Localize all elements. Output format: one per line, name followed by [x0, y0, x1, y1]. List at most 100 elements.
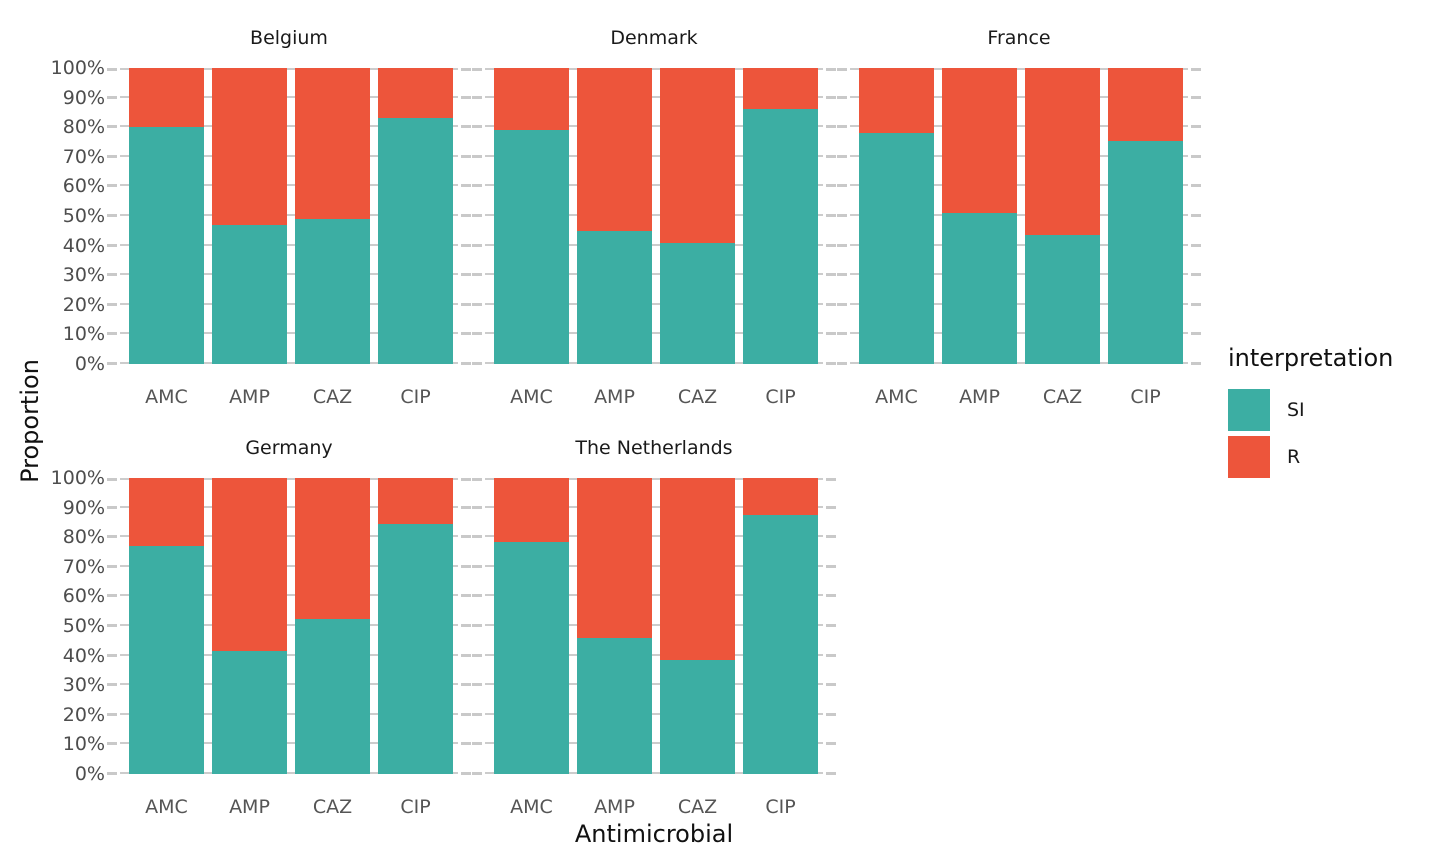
axis-tick-right	[826, 243, 836, 247]
bar-segment-si	[660, 660, 735, 774]
axis-tick-right	[826, 154, 836, 158]
bar-segment-si	[378, 523, 453, 774]
gridline-30pct	[120, 683, 458, 686]
bar-segment-si	[1025, 235, 1100, 364]
axis-tick-right	[461, 505, 471, 509]
axis-tick-left	[107, 302, 117, 306]
bar-segment-r	[378, 68, 453, 119]
facet-title-france: France	[987, 27, 1051, 49]
axis-tick-right	[461, 712, 471, 716]
axis-tick-left	[472, 125, 482, 129]
y-tick-label-90pct: 90%	[62, 496, 105, 519]
facet-title-the-netherlands: The Netherlands	[575, 437, 733, 459]
gridline-10pct	[120, 742, 458, 745]
legend-swatch-si-icon	[1228, 389, 1270, 431]
y-tick-label-40pct: 40%	[62, 644, 105, 667]
bar-segment-si	[577, 230, 652, 364]
bar-segment-r	[212, 68, 287, 225]
bar-segment-r	[494, 68, 569, 131]
gridline-30pct	[485, 683, 823, 686]
y-tick-label-30pct: 30%	[62, 264, 105, 287]
axis-tick-left	[107, 478, 117, 481]
bar-segment-r	[129, 68, 204, 128]
bar-segment-si	[942, 213, 1017, 364]
axis-tick-left	[837, 214, 847, 217]
axis-tick-left	[472, 653, 482, 657]
gridline-20pct	[120, 302, 458, 305]
y-tick-label-40pct: 40%	[62, 234, 105, 257]
bar-segment-si	[494, 541, 569, 774]
gridline-80pct	[485, 535, 823, 538]
axis-tick-left	[837, 302, 847, 306]
axis-tick-right	[826, 214, 836, 217]
gridline-90pct	[120, 95, 458, 98]
bar-denmark-cip	[743, 68, 818, 364]
legend-item-r: R	[1228, 436, 1393, 478]
x-tick-label-germany-amp: AMP	[229, 796, 270, 818]
bar-belgium-cip	[378, 68, 453, 364]
bar-segment-r	[1108, 68, 1183, 141]
bar-germany-amp	[212, 478, 287, 774]
gridline-50pct	[485, 214, 823, 216]
gridline-90pct	[120, 505, 458, 508]
gridline-20pct	[120, 712, 458, 715]
gridline-90pct	[485, 505, 823, 508]
bar-belgium-amc	[129, 68, 204, 364]
axis-tick-right	[461, 243, 471, 247]
axis-tick-right	[461, 68, 471, 71]
axis-tick-left	[472, 683, 482, 687]
bar-segment-si	[859, 133, 934, 364]
axis-tick-left	[107, 243, 117, 247]
axis-tick-right	[1191, 154, 1201, 158]
axis-tick-left	[107, 653, 117, 657]
bar-segment-si	[577, 637, 652, 774]
axis-tick-left	[837, 273, 847, 277]
axis-tick-left	[107, 154, 117, 158]
x-tick-label-denmark-amp: AMP	[594, 386, 635, 408]
axis-tick-left	[837, 95, 847, 99]
axis-tick-left	[837, 154, 847, 158]
bar-segment-r	[743, 478, 818, 515]
bar-germany-cip	[378, 478, 453, 774]
axis-tick-right	[461, 302, 471, 306]
axis-tick-left	[107, 273, 117, 277]
bar-segment-si	[295, 618, 370, 774]
bar-segment-r	[295, 478, 370, 619]
axis-tick-left	[107, 125, 117, 129]
gridline-40pct	[485, 653, 823, 656]
gridline-30pct	[120, 273, 458, 276]
axis-tick-right	[826, 95, 836, 99]
axis-tick-left	[472, 478, 482, 481]
bar-segment-r	[859, 68, 934, 134]
facet-panel-denmark	[472, 68, 836, 365]
y-tick-label-60pct: 60%	[62, 175, 105, 198]
bar-segment-r	[942, 68, 1017, 214]
axis-tick-left	[472, 214, 482, 217]
x-tick-label-germany-cip: CIP	[400, 796, 431, 818]
bar-segment-si	[212, 651, 287, 774]
bar-segment-r	[295, 68, 370, 219]
axis-tick-right	[826, 742, 836, 746]
gridline-10pct	[850, 332, 1188, 335]
y-tick-label-30pct: 30%	[62, 674, 105, 697]
bar-segment-si	[129, 127, 204, 364]
axis-tick-right	[826, 653, 836, 657]
x-tick-label-france-amp: AMP	[959, 386, 1000, 408]
axis-tick-right	[826, 712, 836, 716]
gridline-40pct	[850, 243, 1188, 246]
facet-panel-the-netherlands	[472, 478, 836, 775]
x-tick-label-denmark-cip: CIP	[765, 386, 796, 408]
gridline-0pct	[485, 772, 823, 774]
axis-tick-left	[472, 243, 482, 247]
bar-france-amp	[942, 68, 1017, 364]
gridline-60pct	[120, 184, 458, 187]
axis-tick-left	[107, 564, 117, 568]
axis-tick-left	[472, 742, 482, 746]
axis-tick-left	[107, 624, 117, 627]
axis-tick-right	[1191, 214, 1201, 217]
bar-segment-r	[660, 68, 735, 243]
axis-tick-right	[826, 772, 836, 775]
bar-segment-r	[743, 68, 818, 110]
x-tick-label-france-caz: CAZ	[1042, 386, 1083, 408]
axis-tick-left	[472, 332, 482, 336]
